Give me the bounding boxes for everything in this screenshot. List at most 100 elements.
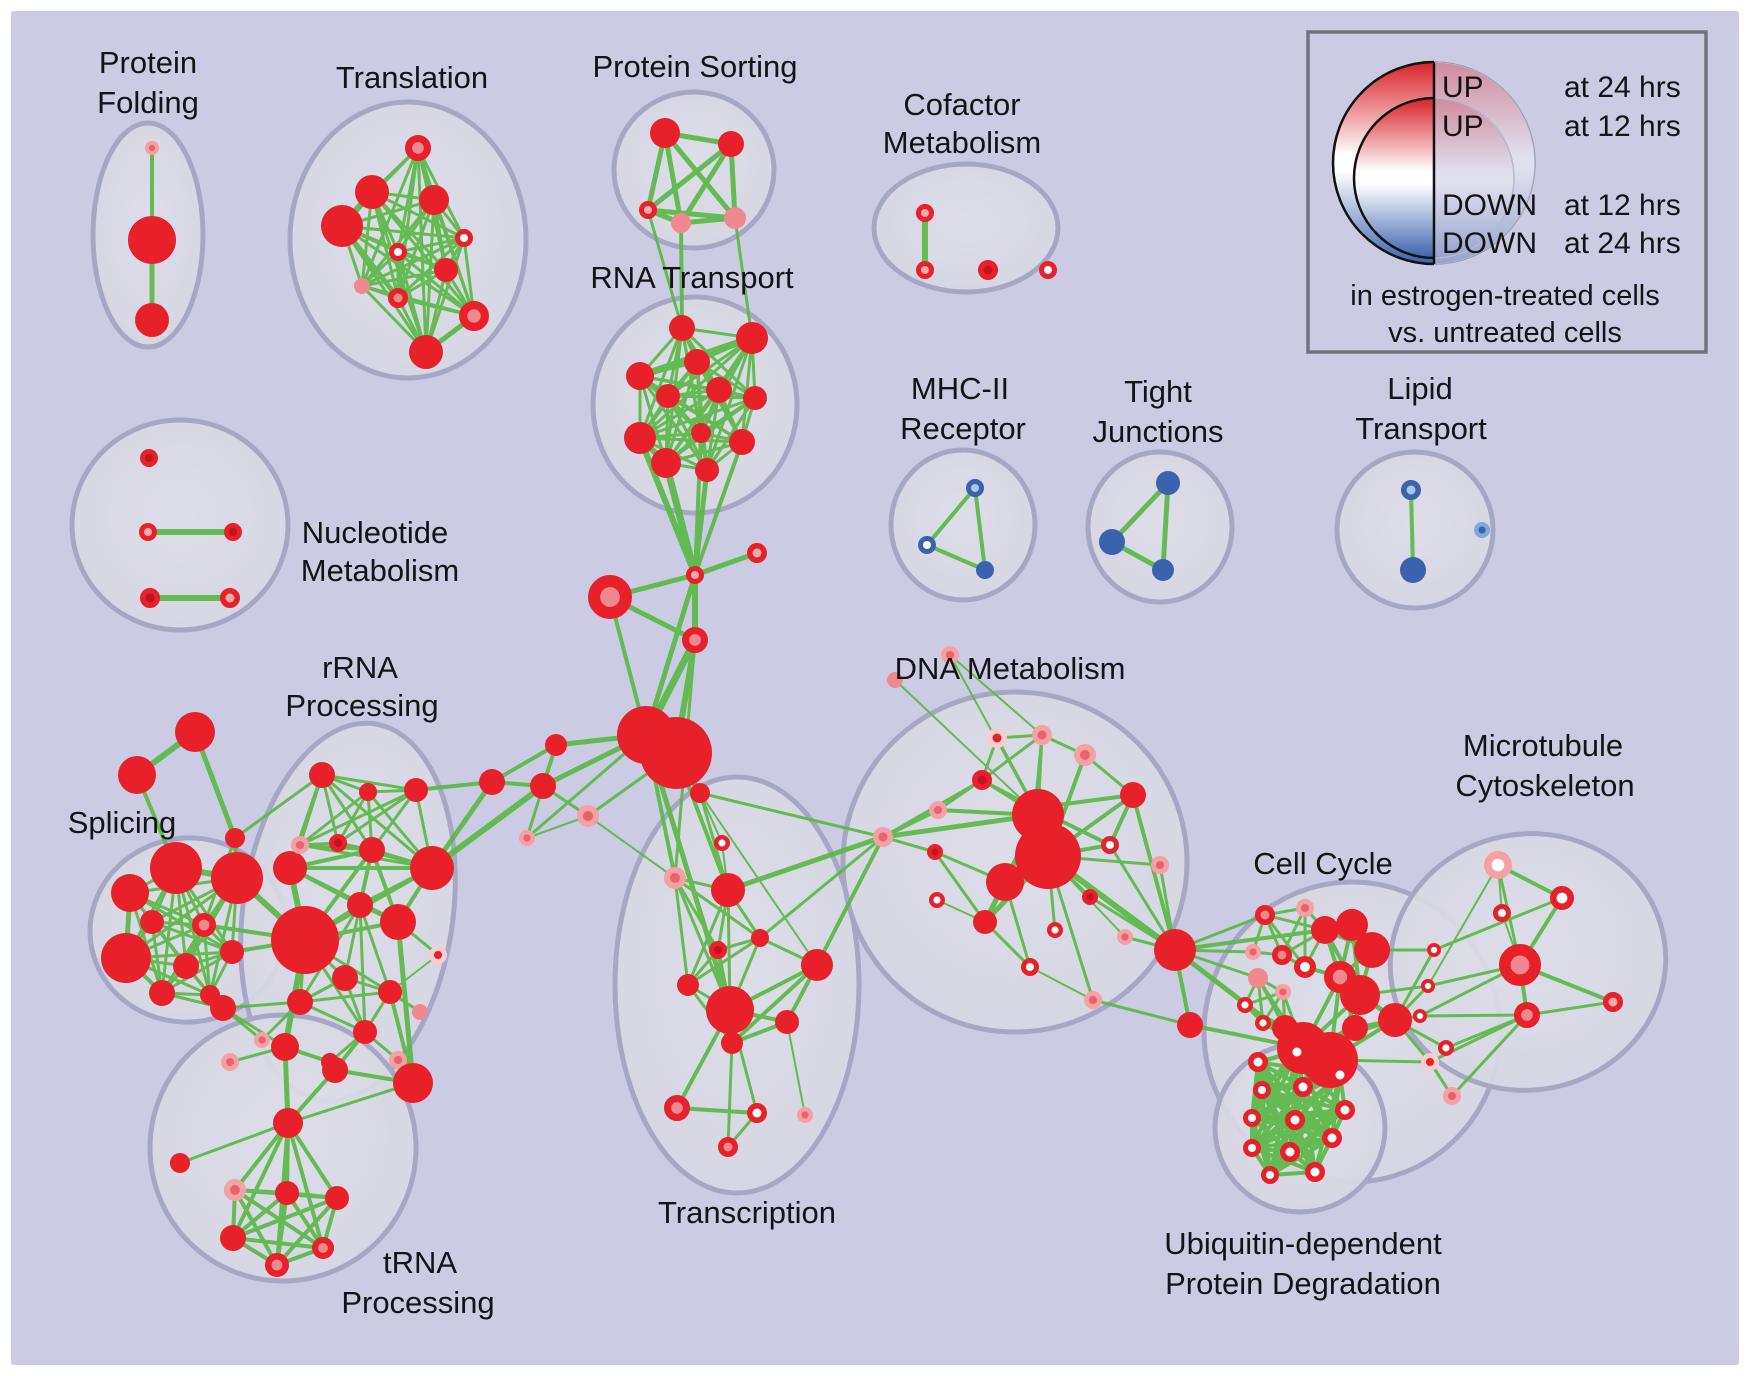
network-edge <box>678 141 734 226</box>
cluster-rrna-processing-label: Processing <box>285 688 438 723</box>
network-edge <box>638 326 684 440</box>
network-edge <box>358 903 392 994</box>
node-dm11 <box>986 863 1024 901</box>
node-dm8 <box>1120 782 1146 808</box>
node-ub6 <box>1335 1100 1355 1120</box>
node-tc15 <box>718 1137 738 1157</box>
node-cc22 <box>1342 1015 1368 1041</box>
node-rt9 <box>691 423 711 443</box>
node-h5 <box>577 805 600 828</box>
node-j1 <box>685 565 704 584</box>
cluster-trna-processing-label: tRNA <box>383 1245 457 1280</box>
network-edge <box>1160 480 1171 573</box>
network-edge <box>336 788 418 845</box>
network-edge <box>730 963 819 1045</box>
network-edge <box>336 790 370 845</box>
node-ub12 <box>1305 1162 1325 1182</box>
node-rt6 <box>706 377 732 403</box>
node-dm20 <box>940 645 959 664</box>
node-tc12 <box>664 1094 691 1121</box>
cluster-tight-junctions-label: Tight <box>1124 374 1192 409</box>
node-tc5 <box>751 929 769 947</box>
network-edge <box>178 1121 290 1165</box>
node-h4 <box>530 773 556 799</box>
network-edge <box>233 773 324 840</box>
network-edge <box>298 990 392 1004</box>
network-edge <box>705 396 757 472</box>
network-edge <box>880 812 1041 840</box>
node-t8 <box>354 278 370 294</box>
network-edge <box>733 216 754 340</box>
node-mc5 <box>1513 1002 1540 1029</box>
network-edge <box>693 431 703 577</box>
node-rr7 <box>380 904 416 940</box>
cluster-cofactor-metabolism-ellipse <box>871 161 1061 295</box>
node-tc10 <box>775 1010 799 1034</box>
network-edge <box>424 198 436 354</box>
legend-inner-left-outline <box>1352 96 1435 260</box>
node-cc7 <box>1354 932 1390 968</box>
network-edge <box>673 876 762 940</box>
network-edge <box>726 1041 734 1149</box>
network-edge <box>150 920 234 954</box>
node-ub8 <box>1285 1110 1305 1130</box>
node-tr1 <box>175 712 215 752</box>
node-dm0 <box>873 827 893 847</box>
node-cc14 <box>1340 975 1380 1015</box>
node-tn8 <box>275 1181 299 1205</box>
node-dm12 <box>1100 835 1119 854</box>
network-edge <box>925 486 977 547</box>
cluster-nucleotide-metabolism-label: Metabolism <box>301 553 460 588</box>
network-edge <box>1409 488 1415 572</box>
cluster-translation-label: Translation <box>336 60 488 95</box>
node-h3 <box>545 734 567 756</box>
network-edge <box>949 654 1043 736</box>
node-sp7 <box>173 953 199 979</box>
node-t10 <box>459 301 489 331</box>
node-lt2 <box>1400 557 1426 583</box>
node-rt4 <box>626 362 654 390</box>
node-sp2 <box>211 852 263 904</box>
network-edge <box>973 486 987 572</box>
node-cc2 <box>1295 898 1314 917</box>
node-mc2 <box>1550 885 1575 910</box>
node-tc2 <box>714 835 731 852</box>
node-tj2 <box>1099 529 1125 555</box>
network-edge <box>320 773 374 852</box>
node-tc14 <box>797 1106 814 1123</box>
node-mc3 <box>1492 903 1511 922</box>
network-edge <box>1525 1000 1615 1017</box>
node-rr3 <box>404 778 428 802</box>
legend-time-1: at 12 hrs <box>1564 110 1681 143</box>
cluster-transcription-ellipse <box>612 774 862 1196</box>
node-pf3 <box>135 303 169 337</box>
node-cc19 <box>1420 1052 1439 1071</box>
node-tr2 <box>118 756 156 794</box>
node-ub4 <box>1252 1080 1271 1099</box>
network-edge <box>396 250 476 318</box>
cluster-trna-processing-label: Processing <box>341 1285 494 1320</box>
network-edge <box>933 850 987 924</box>
node-ub13 <box>1260 1165 1279 1184</box>
node-nm4 <box>140 588 160 608</box>
node-ps1 <box>650 118 680 148</box>
cluster-dna-metabolism-label: DNA Metabolism <box>895 651 1126 686</box>
network-edge <box>1173 928 1327 952</box>
node-t9 <box>388 288 408 308</box>
network-edge <box>231 1196 339 1240</box>
node-tj1 <box>1156 471 1180 495</box>
node-rr10 <box>329 833 348 852</box>
cluster-mhc-ii-receptor-label: Receptor <box>900 411 1026 446</box>
node-j4 <box>682 627 709 654</box>
cluster-transcription-label: Transcription <box>658 1195 836 1230</box>
node-rt11 <box>651 448 681 478</box>
network-edge <box>286 1081 415 1125</box>
legend-note-line-1: vs. untreated cells <box>1388 317 1622 349</box>
cluster-nucleotide-metabolism-ellipse <box>69 417 291 633</box>
node-rt8 <box>624 422 656 454</box>
node-dm21 <box>887 672 903 688</box>
node-tj3 <box>1152 559 1174 581</box>
network-edge <box>680 326 757 400</box>
node-dm18 <box>1046 922 1063 939</box>
